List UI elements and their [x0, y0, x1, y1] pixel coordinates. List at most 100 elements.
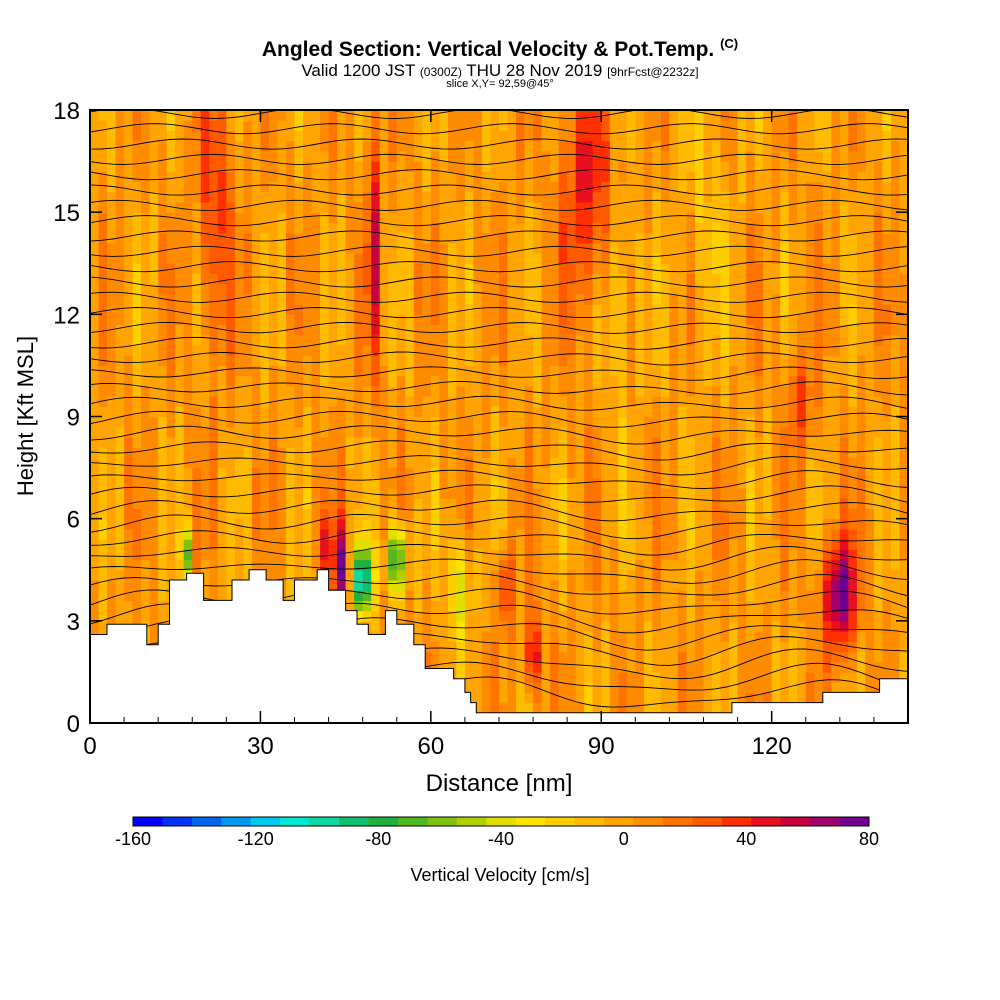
field-cell	[635, 130, 645, 142]
field-cell	[507, 457, 517, 469]
field-cell	[158, 436, 168, 448]
field-cell	[575, 569, 585, 581]
field-cell	[695, 436, 705, 448]
field-cell	[660, 682, 670, 693]
field-cell	[337, 161, 347, 172]
field-cell	[695, 355, 705, 366]
field-cell	[192, 304, 202, 315]
field-cell	[771, 283, 781, 295]
field-cell	[345, 385, 355, 397]
field-cell	[695, 385, 705, 397]
field-cell	[567, 232, 577, 244]
field-cell	[98, 416, 108, 428]
field-cell	[720, 314, 730, 326]
field-cell	[541, 508, 551, 520]
field-cell	[524, 110, 534, 121]
field-cell	[371, 406, 381, 418]
field-cell	[345, 324, 355, 336]
field-cell	[217, 212, 227, 223]
field-cell	[541, 273, 551, 285]
field-cell	[516, 488, 526, 499]
field-cell	[712, 365, 722, 377]
field-cell	[737, 140, 747, 152]
field-cell	[746, 416, 756, 428]
field-cell	[362, 202, 372, 213]
field-cell	[660, 161, 670, 172]
field-cell	[268, 539, 278, 550]
field-cell	[303, 222, 313, 234]
field-cell	[677, 406, 687, 418]
field-cell	[609, 263, 619, 275]
field-cell	[780, 283, 790, 295]
field-cell	[132, 110, 142, 121]
field-cell	[405, 304, 415, 315]
field-cell	[780, 406, 790, 418]
field-cell	[618, 120, 628, 131]
field-cell	[311, 202, 321, 213]
field-cell	[388, 140, 398, 152]
field-cell	[447, 436, 457, 448]
field-cell	[175, 232, 185, 244]
field-cell	[90, 263, 100, 275]
field-cell	[371, 181, 381, 193]
field-cell	[337, 130, 347, 142]
field-cell	[490, 365, 500, 377]
field-cell	[226, 498, 236, 509]
field-cell	[763, 171, 773, 183]
field-cell	[712, 253, 722, 264]
field-cell	[567, 620, 577, 632]
field-cell	[226, 324, 236, 336]
field-cell	[183, 293, 193, 305]
field-cell	[464, 569, 474, 581]
field-cell	[729, 426, 739, 438]
field-cell	[260, 293, 270, 305]
field-cell	[328, 273, 338, 285]
field-cell	[516, 253, 526, 264]
field-cell	[115, 181, 125, 193]
field-cell	[405, 580, 415, 591]
field-cell	[226, 181, 236, 193]
field-cell	[592, 488, 602, 499]
field-cell	[98, 518, 108, 530]
field-cell	[379, 620, 389, 632]
field-cell	[337, 345, 347, 356]
field-cell	[166, 150, 176, 162]
field-cell	[482, 140, 492, 152]
field-cell	[626, 253, 636, 264]
field-cell	[720, 191, 730, 203]
field-cell	[447, 631, 457, 642]
field-cell	[413, 365, 423, 377]
field-cell	[507, 610, 517, 622]
field-cell	[354, 416, 364, 428]
field-cell	[746, 559, 756, 571]
field-cell	[592, 498, 602, 509]
field-cell	[660, 661, 670, 673]
field-cell	[507, 253, 517, 264]
field-cell	[447, 426, 457, 438]
field-cell	[643, 232, 653, 244]
field-cell	[422, 314, 432, 326]
field-cell	[626, 202, 636, 213]
field-cell	[729, 692, 739, 704]
field-cell	[601, 651, 611, 663]
field-cell	[388, 528, 398, 540]
field-cell	[217, 283, 227, 295]
field-cell	[754, 590, 764, 601]
field-cell	[192, 365, 202, 377]
field-cell	[507, 467, 517, 479]
field-cell	[328, 140, 338, 152]
field-cell	[695, 508, 705, 520]
field-cell	[234, 171, 244, 183]
field-cell	[584, 314, 594, 326]
field-cell	[141, 191, 151, 203]
field-cell	[311, 181, 321, 193]
field-cell	[771, 488, 781, 499]
field-cell	[124, 334, 134, 346]
field-cell	[533, 212, 543, 223]
field-cell	[677, 171, 687, 183]
field-cell	[217, 263, 227, 275]
field-cell	[575, 436, 585, 448]
field-cell	[763, 692, 773, 704]
field-cell	[149, 120, 159, 131]
field-cell	[524, 559, 534, 571]
